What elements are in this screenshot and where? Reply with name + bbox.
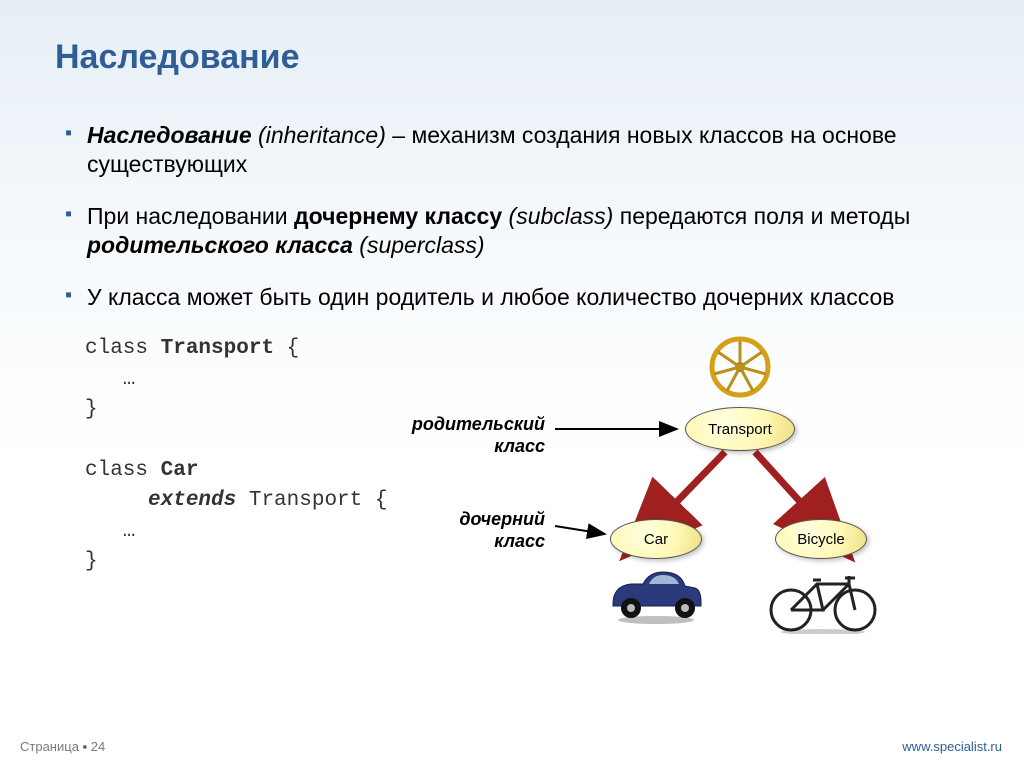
inheritance-diagram: родительский класс дочерний класс <box>395 334 969 634</box>
bullet-list: Наследование (inheritance) – механизм со… <box>55 121 969 312</box>
code-extends-rest: Transport { <box>236 489 387 512</box>
code-ellipsis1: … <box>85 368 135 391</box>
wheel-icon <box>705 332 775 402</box>
footer-square-icon: ▪ <box>83 739 91 754</box>
footer-page: Страница ▪ 24 <box>20 739 105 754</box>
code-brace2: } <box>85 398 98 421</box>
code-block: class Transport { … } class Car extends … <box>55 334 355 634</box>
term-superclass-en: (superclass) <box>353 232 485 258</box>
code-kw-class1: class <box>85 337 161 360</box>
bicycle-icon <box>763 564 883 634</box>
arrow-inherit-bicycle <box>755 452 813 516</box>
term-superclass: родительского класса <box>87 232 353 258</box>
term-inheritance: Наследование <box>87 122 252 148</box>
bullet-2-prefix: При наследовании <box>87 203 294 229</box>
bullet-2-mid: передаются поля и методы <box>613 203 910 229</box>
code-ellipsis2: … <box>85 520 135 543</box>
code-indent <box>85 489 148 512</box>
bullet-1: Наследование (inheritance) – механизм со… <box>65 121 969 180</box>
term-subclass-en: (subclass) <box>502 203 613 229</box>
arrow-label-child <box>555 526 605 534</box>
bullet-2: При наследовании дочернему классу (subcl… <box>65 202 969 261</box>
car-icon <box>601 564 711 624</box>
footer-page-label: Страница <box>20 739 83 754</box>
footer: Страница ▪ 24 www.specialist.ru <box>20 739 1002 754</box>
footer-url: www.specialist.ru <box>902 739 1002 754</box>
footer-page-number: 24 <box>91 739 105 754</box>
code-brace3: } <box>85 550 98 573</box>
code-kw-extends: extends <box>148 489 236 512</box>
code-class-transport: Transport <box>161 337 274 360</box>
node-bicycle: Bicycle <box>775 519 867 559</box>
node-transport: Transport <box>685 407 795 451</box>
arrow-inherit-car <box>663 452 725 516</box>
node-car: Car <box>610 519 702 559</box>
term-subclass: дочернему классу <box>294 203 502 229</box>
code-brace1: { <box>274 337 299 360</box>
term-inheritance-en: (inheritance) <box>258 122 386 148</box>
slide-title: Наследование <box>55 38 969 83</box>
code-class-car: Car <box>161 459 199 482</box>
bullet-3: У класса может быть один родитель и любо… <box>65 283 969 312</box>
code-kw-class2: class <box>85 459 161 482</box>
